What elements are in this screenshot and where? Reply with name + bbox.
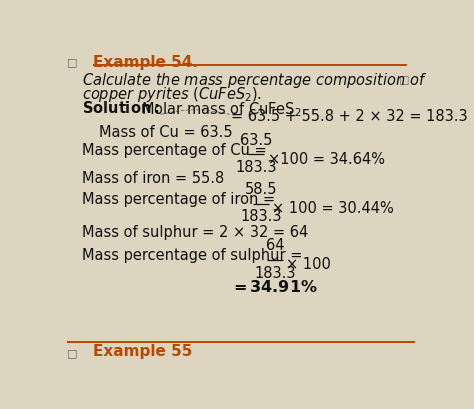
Text: Mass percentage of Cu =: Mass percentage of Cu = [82, 143, 271, 158]
Text: Mass of sulphur = 2 × 32 = 64: Mass of sulphur = 2 × 32 = 64 [82, 224, 308, 239]
Text: 183.3: 183.3 [240, 209, 282, 224]
Text: 183.3: 183.3 [236, 160, 277, 175]
Text: × 100 = 30.44%: × 100 = 30.44% [272, 200, 394, 216]
Text: $\mathbf{= 34.91\%}$: $\mathbf{= 34.91\%}$ [230, 278, 318, 294]
Text: Mass percentage of iron =: Mass percentage of iron = [82, 192, 280, 207]
Text: □: □ [399, 74, 410, 83]
Text: = 63.5 + 55.8 + 2 × 32 = 183.3: = 63.5 + 55.8 + 2 × 32 = 183.3 [231, 109, 468, 124]
Text: $\it{copper\ pyrites\ (CuFeS_2).}$: $\it{copper\ pyrites\ (CuFeS_2).}$ [82, 84, 262, 103]
Text: Example 54.: Example 54. [93, 55, 198, 70]
Text: 183.3: 183.3 [254, 265, 296, 280]
Text: $\it{Calculate\ the\ mass\ percentage\ composition\ of}$: $\it{Calculate\ the\ mass\ percentage\ c… [82, 71, 427, 90]
Text: 63.5: 63.5 [240, 133, 273, 147]
Text: 64: 64 [265, 238, 284, 253]
Text: ×100 = 34.64%: ×100 = 34.64% [267, 151, 384, 166]
Text: Molar mass of CuFeS$_2$: Molar mass of CuFeS$_2$ [141, 100, 302, 119]
Text: Mass of iron = 55.8: Mass of iron = 55.8 [82, 171, 224, 185]
Text: Example 55: Example 55 [93, 343, 192, 358]
Text: Mass percentage of sulphur =: Mass percentage of sulphur = [82, 247, 307, 262]
Text: × 100: × 100 [286, 256, 331, 272]
Text: □: □ [66, 347, 77, 357]
Text: 58.5: 58.5 [245, 182, 277, 197]
Text: □: □ [66, 57, 77, 67]
Text: $\mathbf{Solution:}$: $\mathbf{Solution:}$ [82, 100, 160, 116]
Text: Mass of Cu = 63.5: Mass of Cu = 63.5 [99, 124, 233, 139]
